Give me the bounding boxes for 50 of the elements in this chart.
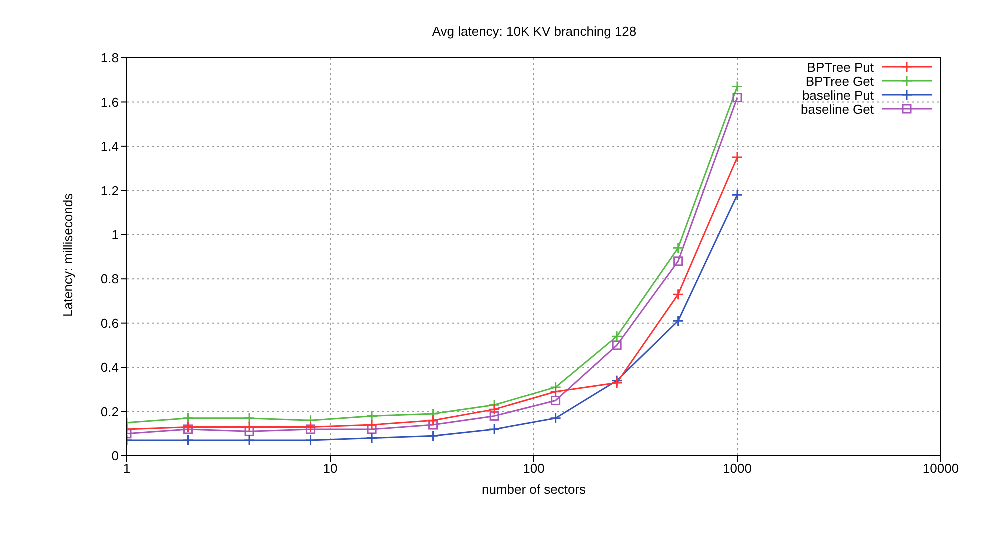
point [244,422,256,434]
y-tick-label: 0 [112,448,119,464]
x-tick-label: 1000 [723,461,752,476]
point [428,420,438,430]
point [182,422,194,434]
point [244,426,254,436]
point [366,419,378,431]
point [672,315,684,327]
point [366,410,378,422]
point [184,424,194,434]
legend-label: baseline Put [802,88,874,102]
y-tick-label: 1.8 [100,50,119,66]
point [674,256,684,266]
point [488,404,500,416]
point [428,414,440,426]
y-axis-title: Latency: milliseconds [60,192,76,317]
point [612,340,622,350]
point [488,424,500,436]
y-tick-label: 0.8 [100,272,119,287]
legend-label: BPTree Put [807,60,874,74]
x-axis-title: number of sectors [482,482,587,497]
legend-label: baseline Get [801,102,874,116]
point [305,434,317,446]
point [306,424,316,434]
point [611,330,623,342]
y-tick-label: 1.4 [100,139,119,154]
point [182,434,194,446]
point [244,412,256,424]
point [366,432,378,444]
y-tick-label: 0.6 [100,316,119,331]
point [490,411,500,421]
point [244,434,256,446]
point [672,242,684,254]
x-tick-label: 10 [323,461,338,476]
y-tick-label: 1.6 [100,94,119,110]
legend-label: BPTree Get [806,74,874,88]
x-tick-label: 10000 [922,461,960,476]
y-tick-label: 0.2 [100,404,119,420]
y-tick-label: 1 [112,228,119,243]
y-tick-label: 0.4 [100,360,119,376]
point [428,430,440,442]
x-tick-label: 1 [123,461,131,476]
y-tick-label: 1.2 [100,183,119,198]
point [305,422,317,434]
point [550,386,562,398]
x-tick-label: 100 [523,461,545,476]
point [550,412,562,424]
chart-title: Avg latency: 10K KV branching 128 [431,24,638,39]
point [672,288,684,300]
point [551,396,561,406]
